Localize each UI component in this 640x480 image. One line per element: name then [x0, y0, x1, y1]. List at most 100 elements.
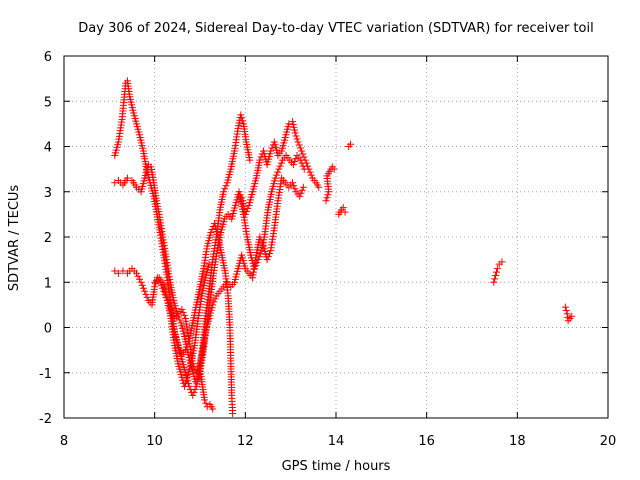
data-point-marker [111, 179, 119, 187]
data-point-marker [299, 162, 307, 170]
data-point-marker [492, 268, 500, 276]
data-point-marker [297, 156, 305, 164]
data-point-marker [111, 267, 119, 275]
data-point-marker [339, 204, 347, 212]
data-point-marker [267, 147, 275, 155]
data-point-marker [208, 225, 216, 233]
data-point-marker [272, 171, 280, 179]
y-tick-label: 1 [44, 276, 52, 291]
data-point-marker [239, 117, 247, 125]
data-point-marker [211, 295, 219, 303]
data-point-marker [275, 165, 283, 173]
x-tick-label: 14 [328, 434, 345, 449]
x-tick-label: 8 [60, 434, 68, 449]
data-point-marker [300, 153, 308, 161]
data-point-marker [114, 269, 122, 277]
data-point-marker [160, 287, 168, 295]
data-point-marker [138, 281, 146, 289]
chart-title: Day 306 of 2024, Sidereal Day-to-day VTE… [78, 21, 593, 36]
x-tick-label: 18 [509, 434, 526, 449]
data-point-marker [323, 194, 331, 202]
data-point-marker [341, 208, 349, 216]
data-points [111, 77, 576, 417]
data-point-marker [205, 260, 213, 268]
data-point-marker [493, 265, 501, 273]
data-point-marker [298, 186, 306, 194]
data-point-marker [256, 250, 264, 258]
y-tick-label: -1 [39, 367, 52, 382]
data-point-marker [209, 301, 217, 309]
data-point-marker [297, 189, 305, 197]
data-point-marker [295, 141, 303, 149]
data-point-marker [300, 165, 308, 173]
data-point-marker [288, 179, 296, 187]
data-point-marker [296, 192, 304, 200]
data-point-marker [250, 265, 258, 273]
data-point-marker [290, 182, 298, 190]
data-point-marker [201, 396, 209, 404]
data-point-marker [322, 197, 330, 205]
data-point-marker [256, 156, 264, 164]
data-point-marker [498, 258, 506, 266]
data-point-marker [210, 298, 218, 306]
x-axis-label: GPS time / hours [282, 459, 391, 474]
data-point-marker [209, 405, 217, 413]
series-track-f [151, 260, 213, 390]
data-point-marker [235, 188, 243, 196]
data-point-marker [253, 259, 261, 267]
data-point-marker [180, 311, 188, 319]
data-point-marker [330, 165, 338, 173]
data-point-marker [491, 275, 499, 283]
data-point-marker [220, 188, 228, 196]
data-point-marker [184, 340, 192, 348]
series-track-e [236, 152, 308, 273]
data-point-marker [257, 153, 265, 161]
data-point-marker [274, 168, 282, 176]
data-point-marker [181, 346, 189, 354]
y-tick-label: 5 [44, 95, 52, 110]
x-tick-label: 20 [600, 434, 617, 449]
data-point-marker [237, 111, 245, 119]
data-point-marker [190, 388, 198, 396]
grid-lines [64, 56, 608, 418]
data-point-marker [276, 162, 284, 170]
x-tick-label: 16 [418, 434, 435, 449]
data-point-marker [291, 185, 299, 193]
data-point-marker [143, 293, 151, 301]
y-tick-label: 6 [44, 50, 52, 65]
y-tick-label: 3 [44, 186, 52, 201]
data-point-marker [277, 159, 285, 167]
y-axis-label: SDTVAR / TECUs [7, 185, 22, 292]
data-point-marker [182, 376, 190, 384]
data-point-marker [264, 253, 272, 261]
data-point-marker [207, 228, 215, 236]
y-tick-label: -2 [39, 412, 52, 427]
data-point-marker [306, 168, 314, 176]
data-point-marker [490, 278, 498, 286]
data-point-marker [222, 182, 230, 190]
data-point-marker [292, 132, 300, 140]
data-point-marker [246, 156, 254, 164]
data-point-marker [244, 204, 252, 212]
data-point-marker [561, 303, 569, 311]
data-point-marker [179, 308, 187, 316]
data-point-marker [192, 369, 200, 377]
data-point-marker [492, 271, 500, 279]
data-point-marker [137, 278, 145, 286]
data-point-marker [291, 129, 299, 137]
data-point-marker [294, 138, 302, 146]
data-point-marker [252, 262, 260, 270]
data-point-marker [293, 135, 301, 143]
data-point-marker [296, 144, 304, 152]
data-point-marker [119, 267, 127, 275]
data-point-marker [347, 140, 355, 148]
data-point-marker [271, 174, 279, 182]
data-point-marker [562, 307, 570, 315]
data-point-marker [285, 120, 293, 128]
data-point-marker [183, 343, 191, 351]
data-point-marker [289, 161, 297, 169]
data-point-marker [266, 250, 274, 258]
data-point-marker [292, 155, 300, 163]
